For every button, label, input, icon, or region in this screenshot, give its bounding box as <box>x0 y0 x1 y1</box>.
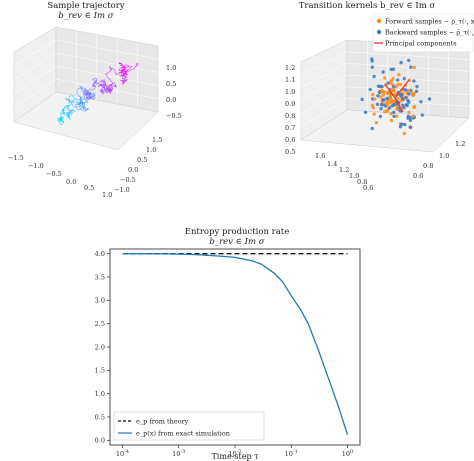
legend-forward: Forward samples ∼ ρ_τ(·, x₀) <box>385 18 474 26</box>
traj-x-tick: 1.0 <box>102 191 112 199</box>
kern-x-tick: 0.8 <box>357 178 367 186</box>
kern-y-tick: 0.8 <box>423 162 433 170</box>
y-tick-label: 4.0 <box>95 250 105 258</box>
y-tick-label: 2.5 <box>95 320 105 328</box>
kern-y-tick: 1.2 <box>455 140 465 148</box>
kern-z-tick: 0.9 <box>285 100 295 108</box>
kern-z-tick: 1.2 <box>285 64 295 72</box>
traj-x-tick: 0.0 <box>66 178 76 186</box>
trajectory-panel: Sample trajectory b_rev ∈ Im σ −1.5 −1.0… <box>8 1 182 199</box>
principal-components <box>384 79 410 113</box>
legend-theory: e_p from theory <box>136 418 189 426</box>
trajectory-subtitle: b_rev ∈ Im σ <box>58 11 113 21</box>
traj-y-tick: 1.0 <box>146 146 156 154</box>
x-tick-label: 10-3 <box>172 449 185 458</box>
traj-y-tick: 0.0 <box>128 166 138 174</box>
kern-x-tick: 1.4 <box>327 160 337 168</box>
trajectory-curve <box>57 62 139 126</box>
chart-legend <box>113 411 265 441</box>
entropy-chart: Entropy production rate b_rev ∈ Im σ 0.0… <box>95 227 361 461</box>
kernels-legend <box>372 13 474 53</box>
traj-z-tick: 0.5 <box>166 80 176 88</box>
y-tick-label: 0.5 <box>95 413 105 421</box>
y-tick-label: 3.5 <box>95 273 105 281</box>
traj-z-tick: 0.0 <box>166 96 176 104</box>
traj-y-tick: −1.0 <box>114 186 130 194</box>
kernels-panel: Transition kernels b_rev ∈ Im σ Forward … <box>285 1 474 192</box>
x-tick-label: 10-2 <box>228 449 241 458</box>
kern-z-tick: 1.1 <box>285 76 295 84</box>
traj-z-tick: 1.0 <box>166 64 176 72</box>
y-tick-label: 2.0 <box>95 343 105 351</box>
kern-y-tick: 0.6 <box>413 172 423 180</box>
y-tick-label: 0.0 <box>95 437 105 445</box>
kern-x-tick: 1.6 <box>315 152 325 160</box>
traj-x-tick: −1.0 <box>28 162 44 170</box>
traj-y-tick: −0.5 <box>120 176 136 184</box>
kern-z-tick: 0.7 <box>285 124 295 132</box>
traj-x-tick: 0.5 <box>84 184 94 192</box>
y-tick-label: 1.5 <box>95 367 105 375</box>
forward-marker <box>376 18 382 24</box>
backward-marker <box>376 29 382 35</box>
legend-pc: Principal components <box>385 40 457 48</box>
legend-sim: e_p(x) from exact simulation <box>136 430 230 438</box>
traj-y-tick: 1.5 <box>152 136 162 144</box>
kernels-title: Transition kernels b_rev ∈ Im σ <box>299 1 436 11</box>
traj-z-tick: −0.5 <box>166 112 182 120</box>
x-tick-label: 10-1 <box>285 449 298 458</box>
kern-x-tick: 1.2 <box>339 166 349 174</box>
trajectory-title: Sample trajectory <box>47 1 124 11</box>
y-tick-label: 1.0 <box>95 390 105 398</box>
traj-x-tick: −1.5 <box>8 154 24 162</box>
y-tick-label: 3.0 <box>95 297 105 305</box>
kern-x-tick: 0.6 <box>363 184 373 192</box>
traj-x-tick: −0.5 <box>46 170 62 178</box>
legend-backward: Backward samples ∼ ρ̄_τ(·, x₀) <box>385 29 474 37</box>
kern-x-tick: 1.0 <box>349 172 359 180</box>
x-tick-label: 100 <box>342 449 353 458</box>
chart-title: Entropy production rate <box>185 227 290 237</box>
kern-z-tick: 0.8 <box>285 112 295 120</box>
chart-subtitle: b_rev ∈ Im σ <box>209 237 264 247</box>
traj-y-tick: 0.5 <box>137 156 147 164</box>
x-tick-label: 10-4 <box>116 449 129 458</box>
simulation-line <box>122 253 349 435</box>
kern-z-tick: 0.5 <box>285 148 295 156</box>
kern-z-tick: 0.6 <box>285 136 295 144</box>
x-axis-label: Time-step τ <box>211 452 259 461</box>
kern-y-tick: 1.0 <box>439 152 449 160</box>
kern-z-tick: 1.0 <box>285 88 295 96</box>
